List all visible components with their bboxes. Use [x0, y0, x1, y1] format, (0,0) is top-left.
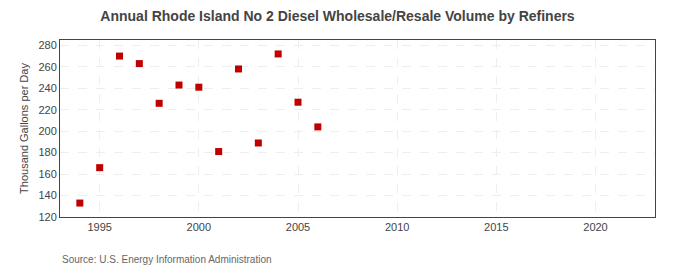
- svg-text:160: 160: [38, 168, 56, 180]
- svg-text:2010: 2010: [385, 221, 409, 233]
- svg-text:120: 120: [38, 211, 56, 223]
- svg-text:2020: 2020: [583, 221, 607, 233]
- svg-text:260: 260: [38, 61, 56, 73]
- svg-text:140: 140: [38, 189, 56, 201]
- svg-text:1995: 1995: [87, 221, 111, 233]
- svg-text:200: 200: [38, 125, 56, 137]
- svg-text:240: 240: [38, 82, 56, 94]
- svg-text:Annual Rhode Island No 2 Diese: Annual Rhode Island No 2 Diesel Wholesal…: [100, 8, 575, 24]
- svg-text:2015: 2015: [484, 221, 508, 233]
- svg-text:280: 280: [38, 39, 56, 51]
- svg-text:Thousand Gallons per Day: Thousand Gallons per Day: [18, 63, 30, 194]
- svg-text:Source: U.S. Energy Informatio: Source: U.S. Energy Information Administ…: [62, 254, 272, 265]
- svg-text:180: 180: [38, 146, 56, 158]
- svg-text:2005: 2005: [286, 221, 310, 233]
- svg-text:2000: 2000: [187, 221, 211, 233]
- svg-text:220: 220: [38, 104, 56, 116]
